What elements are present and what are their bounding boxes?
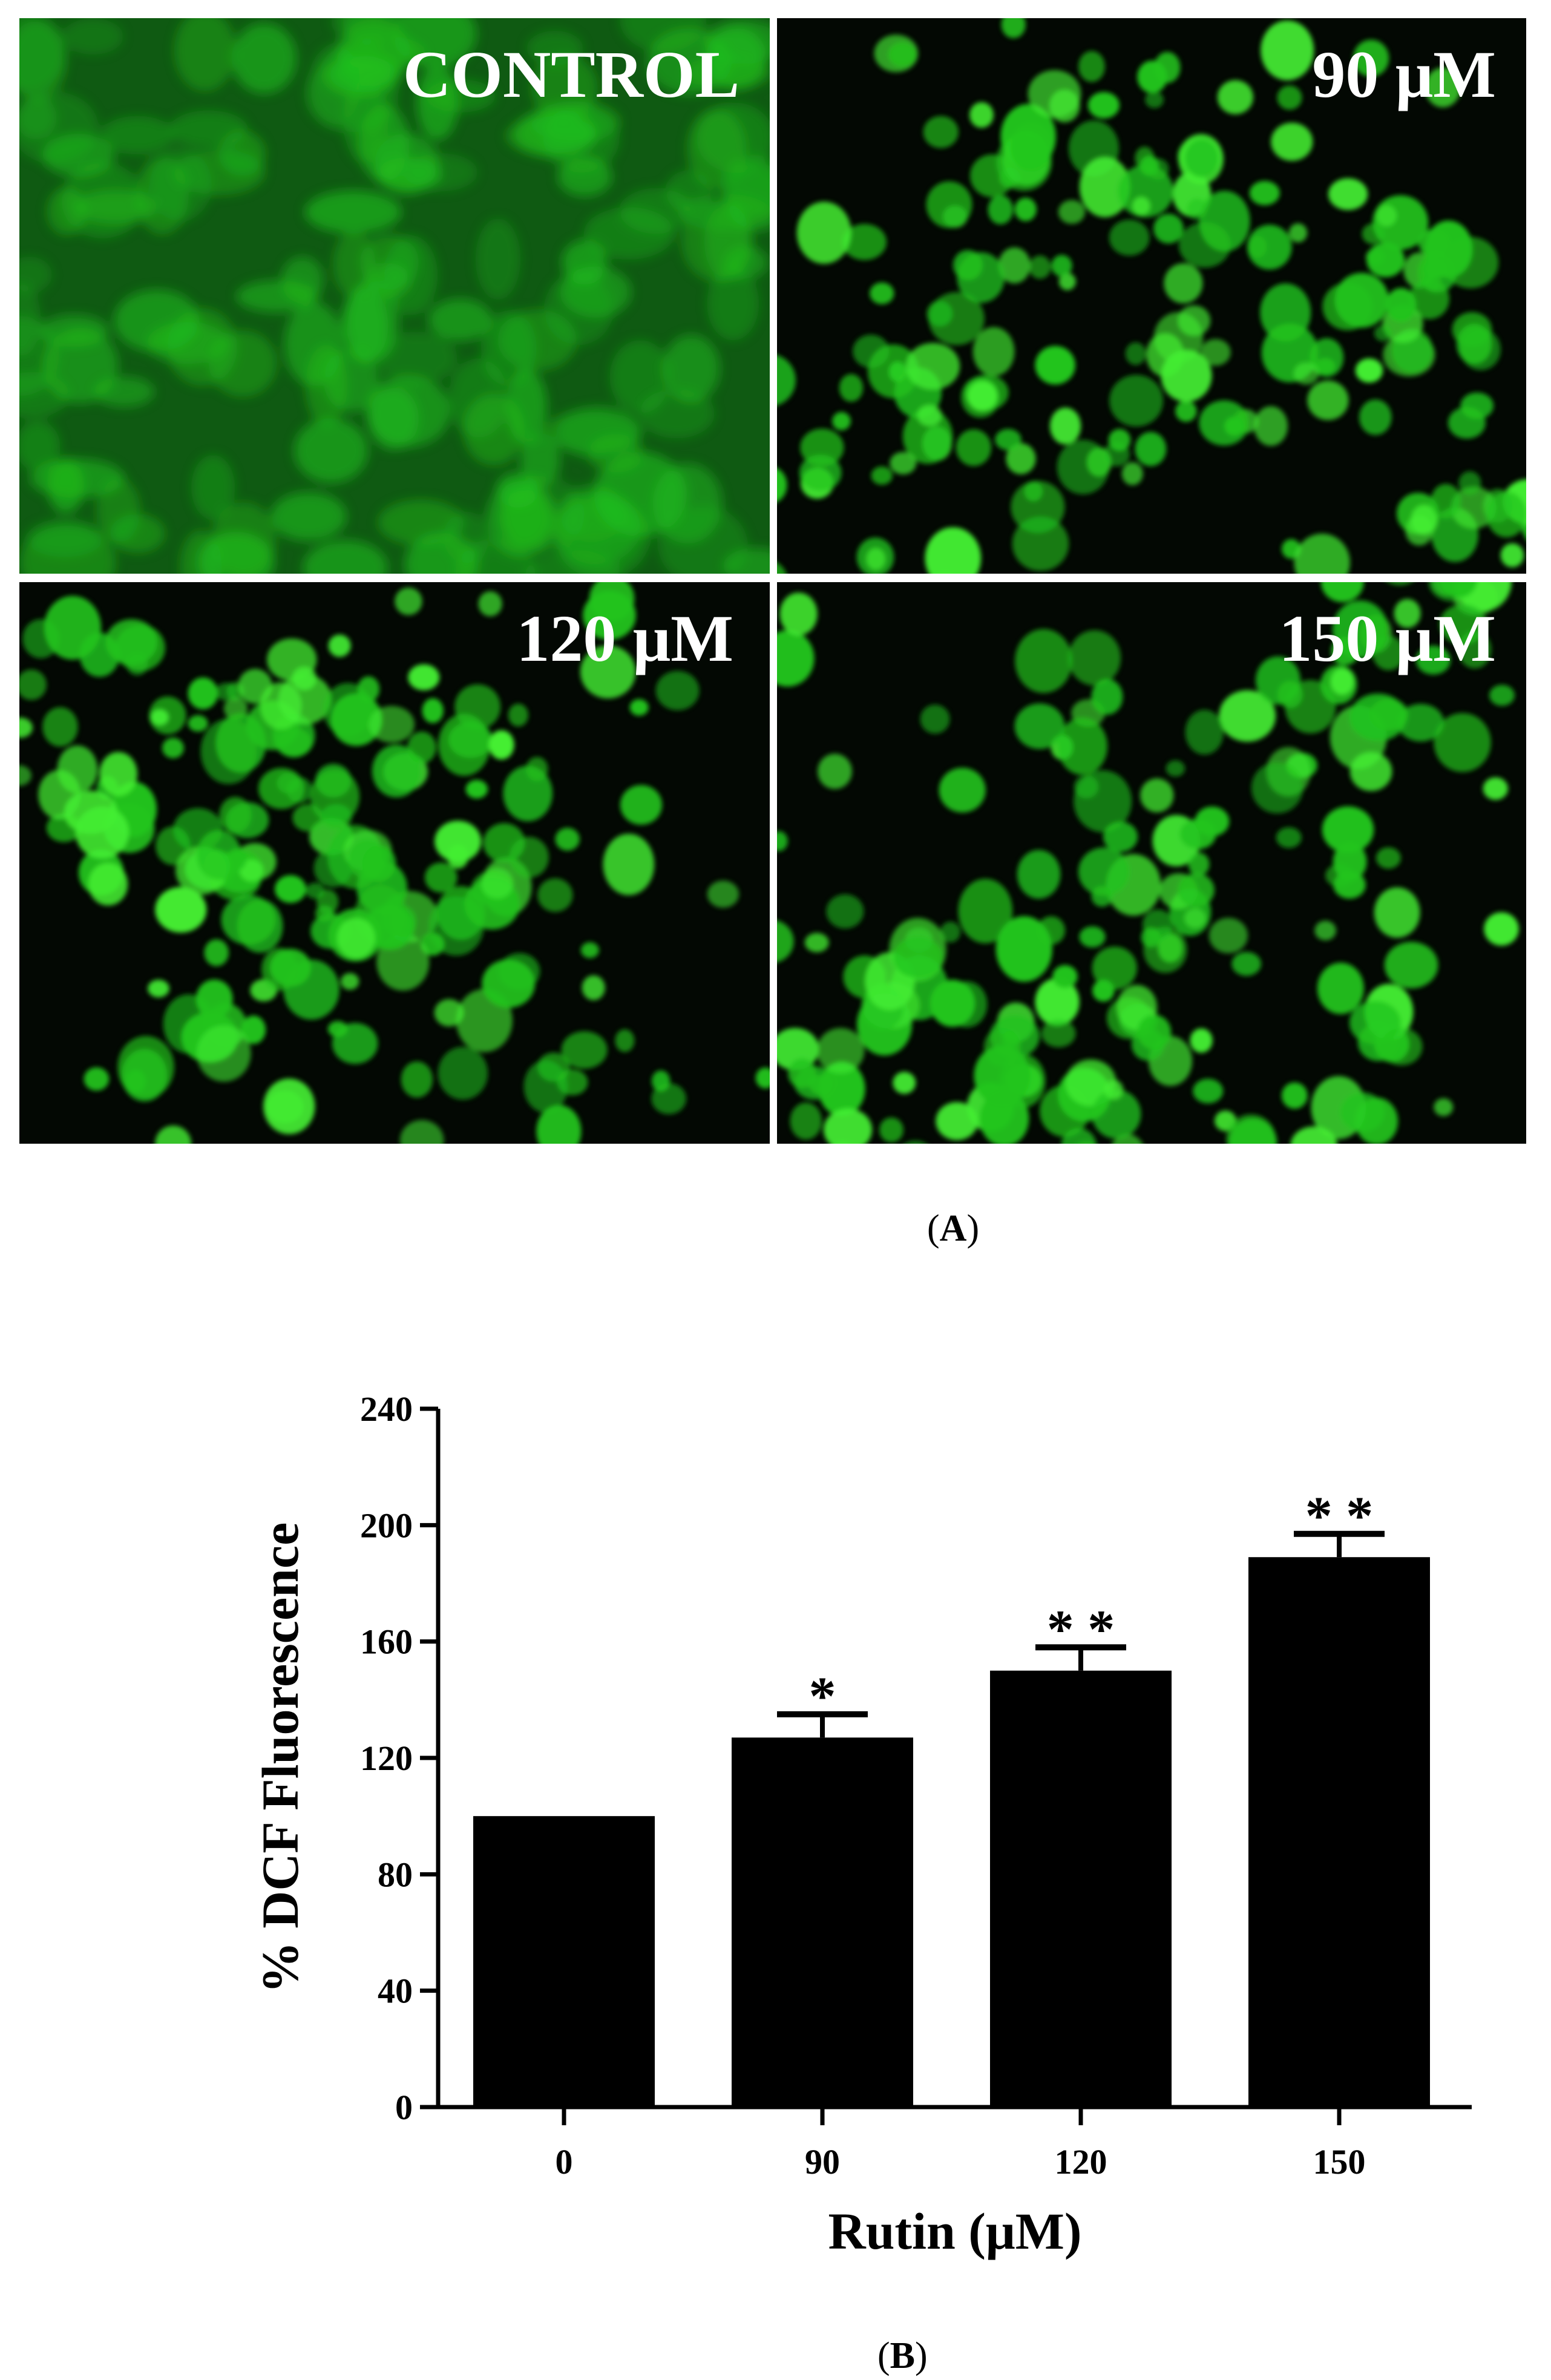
micrograph-90um: 90 μM [777,18,1526,574]
micrograph-120um: 120 μM [19,582,770,1144]
y-axis-title: % DCF Fluorescence [251,1523,309,1994]
y-tick-label: 240 [360,1389,413,1429]
bar [1248,1557,1430,2107]
y-tick-label: 0 [395,2088,413,2127]
bar [990,1670,1172,2107]
significance-marker: * [809,1667,836,1726]
micrograph-image [19,18,770,574]
x-axis-title: Rutin (μM) [828,2202,1082,2260]
micrograph-150um: 150 μM [777,582,1526,1144]
micrograph-label: CONTROL [402,38,739,111]
x-tick-label: 0 [556,2142,573,2182]
micrograph-label: 150 μM [1279,602,1496,675]
panel-a-caption: (A) [927,1208,980,1249]
bar [473,1816,655,2107]
significance-marker: * * [1047,1599,1115,1659]
micrograph-image [19,582,770,1144]
panel-b-caption: (B) [877,2335,928,2376]
y-tick-label: 160 [360,1622,413,1662]
y-tick-label: 200 [360,1506,413,1545]
x-tick-label: 150 [1313,2142,1366,2182]
x-tick-label: 120 [1055,2142,1107,2182]
micrograph-control: CONTROL [19,18,770,574]
micrograph-panel: CONTROL 90 μM 120 μM 150 μM [19,18,1526,1144]
y-tick-label: 120 [360,1739,413,1778]
significance-marker: * * [1305,1486,1374,1546]
y-tick-label: 40 [378,1972,413,2011]
bar [732,1737,913,2107]
micrograph-label: 120 μM [516,602,733,675]
micrograph-image [777,18,1526,574]
dcf-bar-chart: 0 40 80 120 160 200 240 0 90 * 120 * * 150 * * Rutin (… [251,1389,1472,2260]
micrograph-image [777,582,1526,1144]
micrograph-label: 90 μM [1312,38,1496,111]
x-tick-label: 90 [805,2142,840,2182]
y-tick-label: 80 [378,1855,413,1894]
